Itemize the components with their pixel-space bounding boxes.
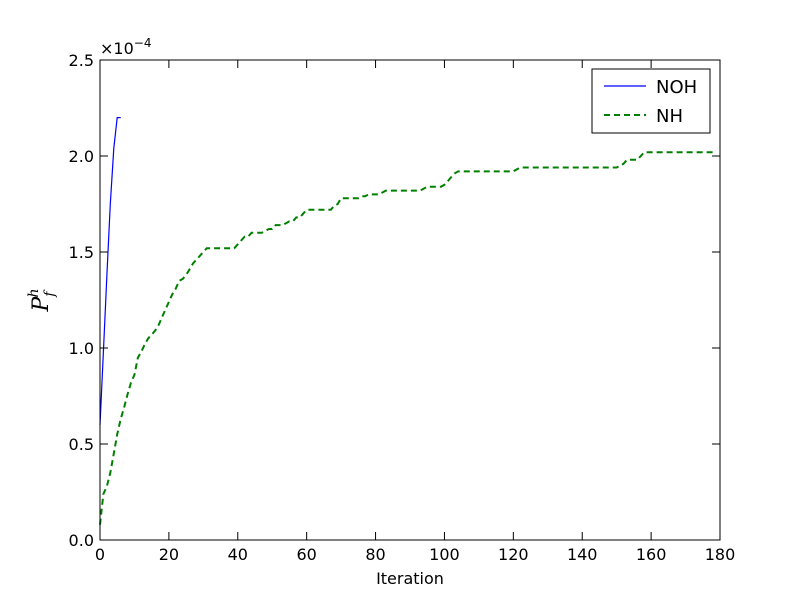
y-axis-label-subscript: f [42,289,58,298]
x-tick-label: 0 [95,545,105,564]
x-tick-label: 100 [429,545,460,564]
scale-multiplier-base: ×10 [100,39,134,58]
y-tick-label: 0.5 [69,435,94,454]
x-axis-ticks: 0 20 40 60 80 100 120 140 160 180 [95,60,735,564]
legend-label-noh: NOH [656,77,697,98]
x-tick-label: 180 [705,545,736,564]
x-tick-label: 120 [498,545,529,564]
y-axis-label-base: P [29,296,54,313]
plot-area-frame [99,59,721,541]
y-tick-label: 1.5 [69,243,94,262]
y-axis-label-superscript: h [26,288,42,297]
legend-box [591,68,711,134]
x-tick-label: 80 [365,545,385,564]
x-tick-label: 40 [228,545,248,564]
scale-multiplier-exponent: −4 [134,36,152,50]
y-axis-scale-multiplier: ×10−4 [100,36,151,58]
y-axis-label: Pfh [26,288,58,312]
x-axis-label: Iteration [376,569,444,588]
x-tick-label: 20 [159,545,179,564]
series-layer [99,116,714,525]
x-tick-label: 140 [567,545,598,564]
y-axis-ticks: 0.0 0.5 1.0 1.5 2.0 2.5 [69,51,720,550]
y-tick-label: 0.0 [69,531,94,550]
y-tick-label: 1.0 [69,339,94,358]
series-line-nh [99,151,714,525]
x-tick-label: 60 [296,545,316,564]
y-tick-label: 2.0 [69,147,94,166]
x-tick-label: 160 [636,545,667,564]
legend: NOH NH [591,68,711,134]
series-line-noh [99,116,121,425]
y-tick-label: 2.5 [69,51,94,70]
legend-label-nh: NH [656,106,683,127]
